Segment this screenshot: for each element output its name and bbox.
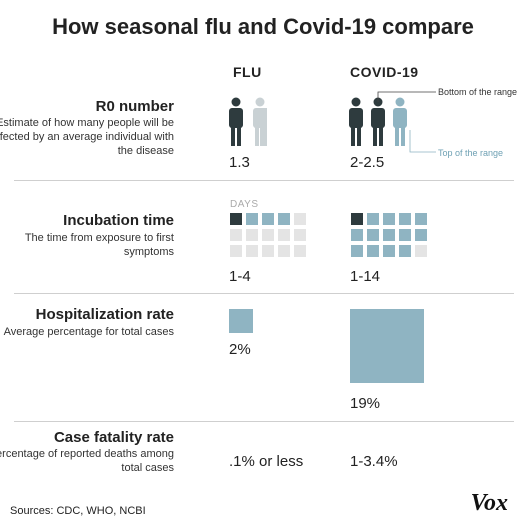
covid-fatality-value: 1-3.4% bbox=[350, 453, 398, 470]
day-cell bbox=[399, 229, 411, 241]
sources: Sources: CDC, WHO, NCBI bbox=[10, 505, 146, 517]
day-cell bbox=[383, 213, 395, 225]
divider bbox=[14, 180, 514, 181]
day-cell bbox=[351, 229, 363, 241]
column-header-flu: FLU bbox=[233, 64, 262, 80]
chart-title: How seasonal flu and Covid-19 compare bbox=[52, 14, 474, 39]
day-cell bbox=[294, 229, 306, 241]
hospitalization-title: Hospitalization rate bbox=[35, 306, 174, 323]
flu-r0-icons bbox=[229, 97, 267, 146]
incubation-description: The time from exposure to first symptoms bbox=[24, 232, 174, 258]
flu-hospitalization-value: 2% bbox=[229, 341, 251, 358]
flu-incubation-grid bbox=[230, 213, 306, 257]
day-cell bbox=[230, 213, 242, 225]
day-cell bbox=[294, 213, 306, 225]
day-cell bbox=[367, 245, 379, 257]
day-cell bbox=[278, 213, 290, 225]
annotation-top-of-range: Top of the range bbox=[438, 148, 504, 158]
day-cell bbox=[383, 245, 395, 257]
day-cell bbox=[278, 245, 290, 257]
person-icon bbox=[349, 97, 363, 146]
flu-fatality-value: .1% or less bbox=[229, 453, 304, 470]
day-cell bbox=[383, 229, 395, 241]
day-cell bbox=[278, 229, 290, 241]
divider bbox=[14, 293, 514, 294]
covid-incubation-grid bbox=[351, 213, 427, 257]
covid-incubation-value: 1-14 bbox=[350, 268, 381, 285]
covid-r0-value: 2-2.5 bbox=[350, 154, 385, 171]
covid-r0-icons bbox=[349, 97, 407, 146]
day-cell bbox=[230, 229, 242, 241]
flu-incubation-value: 1-4 bbox=[229, 268, 251, 285]
incubation-title: Incubation time bbox=[63, 212, 174, 229]
day-cell bbox=[262, 245, 274, 257]
day-cell bbox=[399, 213, 411, 225]
day-cell bbox=[351, 245, 363, 257]
day-cell bbox=[294, 245, 306, 257]
day-cell bbox=[262, 229, 274, 241]
annotation-bottom-of-range: Bottom of the range bbox=[438, 87, 518, 97]
day-cell bbox=[246, 245, 258, 257]
day-cell bbox=[415, 229, 427, 241]
flu-r0-value: 1.3 bbox=[229, 154, 250, 171]
person-icon-partial bbox=[253, 97, 267, 146]
day-cell bbox=[415, 245, 427, 257]
flu-hospitalization-square bbox=[229, 309, 253, 333]
covid-hospitalization-value: 19% bbox=[350, 395, 381, 412]
day-cell bbox=[367, 229, 379, 241]
fatality-description: Percentage of reported deaths among tota… bbox=[0, 448, 174, 474]
covid-hospitalization-square bbox=[350, 309, 424, 383]
day-cell bbox=[262, 213, 274, 225]
person-icon-blue bbox=[393, 97, 407, 146]
hospitalization-description: Average percentage for total cases bbox=[3, 326, 174, 338]
r0-annotation-lines bbox=[377, 91, 436, 153]
days-label: DAYS bbox=[230, 199, 259, 210]
fatality-title: Case fatality rate bbox=[53, 429, 174, 446]
vox-logo: Vox bbox=[470, 490, 508, 516]
day-cell bbox=[399, 245, 411, 257]
column-header-covid: COVID-19 bbox=[350, 64, 419, 80]
day-cell bbox=[367, 213, 379, 225]
day-cell bbox=[246, 229, 258, 241]
person-icon bbox=[229, 97, 243, 146]
divider bbox=[14, 421, 514, 422]
day-cell bbox=[246, 213, 258, 225]
day-cell bbox=[415, 213, 427, 225]
r0-title: R0 number bbox=[95, 98, 174, 115]
r0-description: Estimate of how many people will be infe… bbox=[0, 117, 174, 157]
day-cell bbox=[230, 245, 242, 257]
day-cell bbox=[351, 213, 363, 225]
